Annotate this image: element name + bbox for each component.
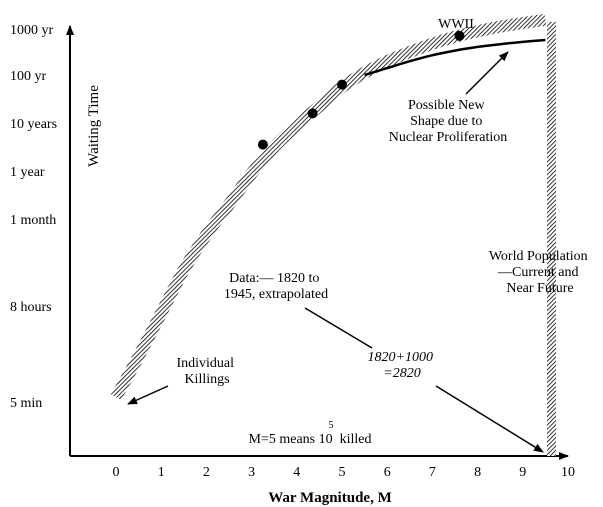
x-tick-label: 9 xyxy=(519,465,526,480)
nuclear-proliferation-curve xyxy=(364,38,546,77)
x-tick-label: 10 xyxy=(561,465,575,480)
x-tick-label: 2 xyxy=(203,465,210,480)
x-tick-label: 6 xyxy=(384,465,391,480)
y-tick-label: 100 yr xyxy=(10,69,47,84)
estimate-label: 1820+1000 =2820 xyxy=(368,350,437,381)
war-data-point xyxy=(337,79,347,90)
magnitude-exponent: 5 xyxy=(329,420,334,431)
wwii-label: WWII xyxy=(438,17,474,32)
new-shape-layer xyxy=(364,38,546,77)
x-tick-labels: 0 1 2 3 4 5 6 7 8 9 10 xyxy=(113,465,576,480)
individual-killings-label: Individual Killings xyxy=(176,356,237,387)
new-shape-label: Possible New Shape due to Nuclear Prolif… xyxy=(389,98,508,145)
x-tick-label: 7 xyxy=(429,465,436,480)
extrapolated-data-band xyxy=(110,13,547,401)
war-data-point xyxy=(307,108,318,119)
data-note-label: Data:— 1820 to 1945, extrapolated xyxy=(224,271,328,302)
y-tick-label: 1 year xyxy=(10,165,45,180)
data-note-arrow xyxy=(304,307,373,349)
war-data-point xyxy=(454,30,465,41)
y-tick-label: 8 hours xyxy=(10,300,52,315)
estimate-arrow xyxy=(435,385,544,453)
x-tick-label: 8 xyxy=(474,465,481,480)
x-axis-title: War Magnitude, M xyxy=(268,490,391,506)
x-tick-label: 5 xyxy=(339,465,346,480)
y-tick-label: 1 month xyxy=(10,213,56,228)
x-tick-label: 0 xyxy=(113,465,120,480)
x-tick-label: 1 xyxy=(158,465,165,480)
new-shape-arrow xyxy=(465,51,509,95)
y-tick-label: 1000 yr xyxy=(10,23,54,38)
y-axis-title: Waiting Time xyxy=(86,85,102,167)
y-tick-label: 10 years xyxy=(10,117,57,132)
x-tick-label: 3 xyxy=(248,465,255,480)
y-tick-label: 5 min xyxy=(10,396,42,411)
y-tick-labels: 5 min 8 hours 1 month 1 year 10 years 100 yr 1… xyxy=(10,23,57,411)
world-population-label: World Population —Current and Near Futur… xyxy=(489,249,591,296)
individual-killings-arrow xyxy=(127,385,169,405)
x-tick-label: 4 xyxy=(293,465,300,480)
magnitude-note: M=5 means 10 killed xyxy=(249,432,372,447)
world-population-barrier xyxy=(547,22,556,456)
war-data-point xyxy=(257,139,268,150)
data-band-layer xyxy=(110,13,547,401)
war-points-layer xyxy=(257,30,465,150)
